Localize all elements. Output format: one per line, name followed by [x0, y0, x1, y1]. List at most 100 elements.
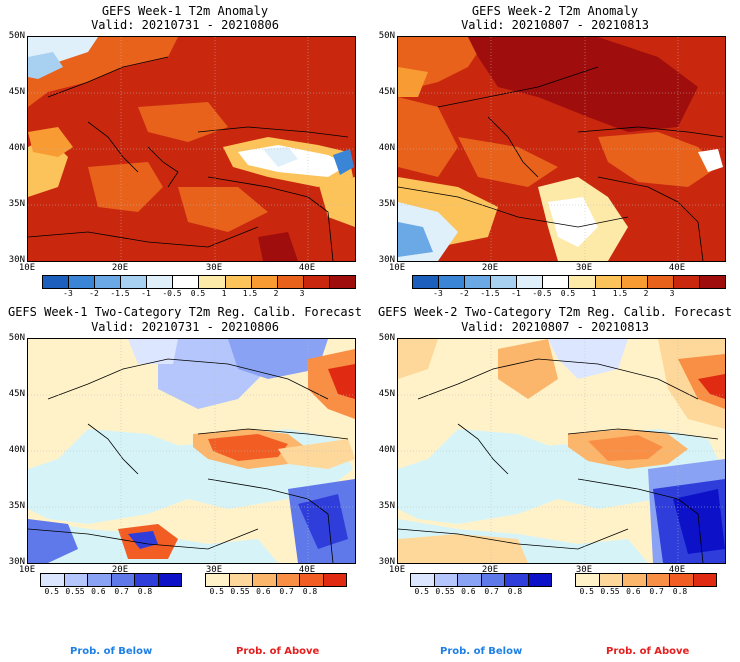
colorbar-label: 0.5	[414, 587, 429, 596]
colorbar-label: -3	[63, 289, 73, 298]
colorbar-swatch	[434, 574, 458, 586]
lat-label: 50N	[8, 333, 25, 343]
colorbar-swatch	[329, 276, 355, 288]
lat-label: 50N	[378, 31, 395, 41]
colorbar-swatch	[206, 574, 230, 586]
colorbar-label: 2	[273, 289, 279, 298]
colorbar-label: -1	[141, 289, 151, 298]
lon-label: 30E	[205, 565, 223, 575]
lat-label: 35N	[378, 501, 395, 511]
colorbar-label: -1	[511, 289, 521, 298]
above-colorbar-labels: 0.5 0.55 0.6 0.7 0.8	[205, 587, 345, 597]
colorbar-label: -0.5	[532, 289, 552, 298]
colorbar-label: 0.55	[435, 587, 455, 596]
lat-label: 40N	[378, 143, 395, 153]
prob-below-label: Prob. of Below	[440, 646, 523, 657]
lat-label: 35N	[378, 199, 395, 209]
panel-week2-prob: GEFS Week-2 Two-Category T2m Reg. Calib.…	[370, 300, 740, 662]
colorbar-swatch	[64, 574, 88, 586]
colorbar-swatch	[69, 276, 96, 288]
colorbar-label: 0.8	[507, 587, 523, 596]
lat-label: 30N	[378, 557, 395, 567]
panel-valid: Valid: 20210807 - 20210813	[461, 18, 649, 32]
colorbar-swatch	[673, 276, 700, 288]
colorbar-label: 0.6	[256, 587, 271, 596]
colorbar-swatch	[147, 276, 174, 288]
lon-label: 20E	[481, 565, 499, 575]
above-colorbar-labels: 0.5 0.55 0.6 0.7 0.8	[575, 587, 715, 597]
colorbar-label: 0.55	[65, 587, 85, 596]
panel-valid: Valid: 20210731 - 20210806	[91, 18, 279, 32]
colorbar-label: 0.5	[579, 587, 594, 596]
colorbar-label: 0.5	[44, 587, 59, 596]
below-colorbar	[410, 573, 552, 587]
panel-title: GEFS Week-1 T2m Anomaly	[101, 4, 269, 18]
colorbar-swatch	[528, 574, 551, 586]
colorbar-label: 0.7	[114, 587, 129, 596]
colorbar-label: 0.5	[209, 587, 224, 596]
prob-above-label: Prob. of Above	[606, 646, 690, 657]
colorbar-label: 0.8	[302, 587, 318, 596]
colorbar-swatch	[576, 574, 600, 586]
panel-week1-anomaly: GEFS Week-1 T2m Anomaly Valid: 20210731 …	[0, 0, 370, 300]
colorbar-swatch	[458, 574, 482, 586]
panel-valid: Valid: 20210731 - 20210806	[91, 320, 279, 334]
colorbar-label: -2	[89, 289, 99, 298]
lat-label: 50N	[378, 333, 395, 343]
colorbar-swatch	[173, 276, 200, 288]
colorbar-swatch	[111, 574, 135, 586]
colorbar-label: 2	[643, 289, 649, 298]
lat-label: 40N	[8, 143, 25, 153]
colorbar-swatch	[595, 276, 622, 288]
above-colorbar	[575, 573, 717, 587]
prob-map-week1	[27, 338, 356, 564]
colorbar-label: -1.5	[480, 289, 500, 298]
anomaly-colorbar	[42, 275, 356, 289]
lat-label: 45N	[8, 389, 25, 399]
lon-label: 10E	[18, 565, 36, 575]
panel-week1-prob: GEFS Week-1 Two-Category T2m Reg. Calib.…	[0, 300, 370, 662]
colorbar-label: 0.6	[91, 587, 106, 596]
colorbar-swatch	[277, 276, 304, 288]
colorbar-label: 3	[669, 289, 675, 298]
panel-valid: Valid: 20210807 - 20210813	[461, 320, 649, 334]
colorbar-label: -0.5	[162, 289, 182, 298]
lat-label: 30N	[8, 557, 25, 567]
colorbar-swatch	[491, 276, 518, 288]
lon-label: 40E	[668, 263, 686, 273]
colorbar-label: 1.5	[242, 289, 258, 298]
colorbar-swatch	[300, 574, 324, 586]
lat-label: 30N	[8, 255, 25, 265]
lon-label: 40E	[298, 565, 316, 575]
colorbar-swatch	[693, 574, 716, 586]
prob-above-label: Prob. of Above	[236, 646, 320, 657]
lon-label: 10E	[388, 263, 406, 273]
panel-title: GEFS Week-1 Two-Category T2m Reg. Calib.…	[7, 305, 362, 319]
lat-label: 50N	[8, 31, 25, 41]
colorbar-swatch	[413, 276, 440, 288]
colorbar-swatch	[253, 574, 277, 586]
colorbar-swatch	[88, 574, 112, 586]
lon-label: 20E	[111, 565, 129, 575]
colorbar-label: -3	[433, 289, 443, 298]
colorbar-swatch	[121, 276, 148, 288]
below-colorbar-labels: 0.5 0.55 0.6 0.7 0.8	[40, 587, 180, 597]
prob-map-week2	[397, 338, 726, 564]
colorbar-label: 1.5	[612, 289, 628, 298]
colorbar-swatch	[411, 574, 435, 586]
colorbar-swatch	[569, 276, 596, 288]
colorbar-label: -2	[459, 289, 469, 298]
colorbar-label: 1	[591, 289, 597, 298]
colorbar-swatch	[481, 574, 505, 586]
colorbar-swatch	[647, 276, 674, 288]
lat-label: 35N	[8, 199, 25, 209]
lon-label: 40E	[668, 565, 686, 575]
below-colorbar	[40, 573, 182, 587]
colorbar-label: 0.7	[649, 587, 664, 596]
colorbar-label: -1.5	[110, 289, 130, 298]
lon-label: 10E	[18, 263, 36, 273]
lon-label: 30E	[205, 263, 223, 273]
lon-label: 40E	[298, 263, 316, 273]
colorbar-swatch	[323, 574, 346, 586]
colorbar-label: 0.8	[672, 587, 688, 596]
